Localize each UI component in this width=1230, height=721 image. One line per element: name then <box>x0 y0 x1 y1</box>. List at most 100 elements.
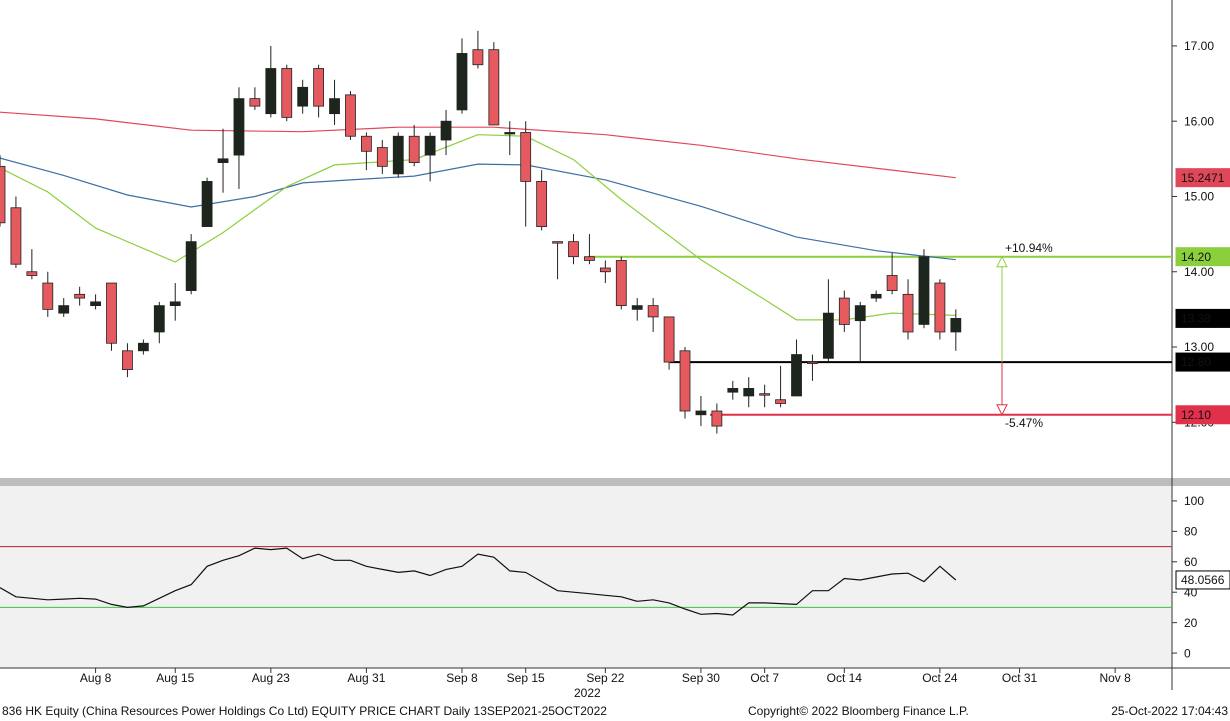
candle-body <box>153 305 165 333</box>
candle-body <box>0 165 6 224</box>
candle-body <box>854 305 866 322</box>
candle-body <box>584 256 595 261</box>
candle-body <box>711 410 723 427</box>
value-tag-box <box>1175 308 1230 328</box>
candle-body <box>376 147 388 167</box>
candle-body <box>886 275 898 291</box>
panel-separator <box>0 478 1230 486</box>
price-panel <box>0 30 1172 434</box>
x-tick-label: Aug 15 <box>156 671 194 685</box>
x-tick-label: Sep 8 <box>446 671 478 685</box>
y-tick-label: 16.00 <box>1184 114 1214 128</box>
value-tag-box <box>1175 405 1230 425</box>
series-line <box>0 157 956 261</box>
x-tick-label: Oct 31 <box>1002 671 1038 685</box>
candle-body <box>392 135 404 175</box>
series-line <box>0 547 957 616</box>
candle-body <box>599 267 611 273</box>
y-tick-label: 17.00 <box>1184 39 1214 53</box>
candle-body <box>472 49 484 66</box>
candle-body <box>345 94 356 137</box>
value-tag-box <box>1175 168 1230 188</box>
x-tick-label: Oct 14 <box>827 671 863 685</box>
candle-body <box>791 354 802 397</box>
candle-body <box>185 241 197 291</box>
candle-body <box>504 132 516 135</box>
candle-body <box>42 282 54 310</box>
value-tag-box <box>1175 247 1230 267</box>
value-tag: 13.38 <box>1181 312 1211 326</box>
y-tick-label: 100 <box>1184 494 1204 508</box>
value-tag-box <box>1175 352 1230 372</box>
candle-body <box>122 350 133 371</box>
y-tick-label: 20 <box>1184 616 1198 630</box>
candle-body <box>902 293 914 333</box>
candle-body <box>297 86 309 107</box>
value-tag: 12.10 <box>1181 408 1211 422</box>
candle-body <box>663 316 675 363</box>
candle-body <box>918 256 930 325</box>
candle-body <box>217 158 229 163</box>
x-tick-label: Nov 8 <box>1099 671 1131 685</box>
x-tick-label: Aug 8 <box>80 671 112 685</box>
candle-body <box>807 361 818 364</box>
candle-body <box>775 399 786 404</box>
candle-body <box>743 388 755 397</box>
candle-body <box>360 135 372 152</box>
value-tag: 14.20 <box>1181 250 1211 264</box>
candle-body <box>822 312 834 359</box>
candle-body <box>536 181 548 227</box>
candle-body <box>313 68 325 107</box>
y-tick-label: 60 <box>1184 555 1198 569</box>
candle-body <box>169 301 181 307</box>
candle-body <box>265 68 277 115</box>
x-tick-label: Sep 15 <box>507 671 545 685</box>
candle-body <box>934 282 946 333</box>
candle-body <box>424 135 436 156</box>
footer-center: Copyright© 2022 Bloomberg Finance L.P. <box>748 704 969 718</box>
candle-body <box>631 305 643 310</box>
candle-body <box>74 293 86 299</box>
value-tag: 15.2471 <box>1181 171 1225 185</box>
y-tick-label: 13.00 <box>1184 340 1214 354</box>
candle-body <box>838 297 850 325</box>
annotation-arrowhead <box>996 255 1008 268</box>
candle-body <box>615 260 627 307</box>
rsi-panel <box>0 486 1172 668</box>
candle-body <box>456 53 468 111</box>
value-tag: 12.80 <box>1181 355 1211 369</box>
annotation-label: -5.47% <box>1005 416 1043 430</box>
candle-body <box>10 207 22 265</box>
axes: 12.0013.0014.0015.0016.0017.0014.2012.80… <box>80 39 1230 700</box>
footer-left: 836 HK Equity (China Resources Power Hol… <box>2 704 607 718</box>
candle-body <box>870 293 882 299</box>
candle-body <box>679 350 691 412</box>
candle-body <box>440 120 452 141</box>
candle-body <box>695 410 707 416</box>
candle-body <box>552 241 563 244</box>
candle-body <box>58 305 70 314</box>
candle-body <box>408 135 420 163</box>
candle-body <box>201 181 213 227</box>
candle-body <box>759 393 771 396</box>
candle-body <box>106 282 117 344</box>
candle-body <box>90 301 101 307</box>
x-tick-label: Sep 22 <box>586 671 624 685</box>
candle-body <box>26 271 38 276</box>
candle-body <box>568 241 579 258</box>
annotation-label: +10.94% <box>1005 241 1053 255</box>
x-tick-label: Oct 7 <box>750 671 779 685</box>
footer-right: 25-Oct-2022 17:04:43 <box>1111 704 1228 718</box>
candle-body <box>950 318 962 333</box>
rsi-panel-marks <box>0 546 1172 616</box>
candle-body <box>488 49 500 126</box>
x-tick-label: Sep 30 <box>682 671 720 685</box>
x-tick-label: Oct 24 <box>922 671 958 685</box>
series-line <box>0 134 956 321</box>
candle-body <box>647 305 659 318</box>
y-tick-label: 14.00 <box>1184 265 1214 279</box>
candle-body <box>137 342 149 352</box>
value-tag: 48.0566 <box>1181 573 1225 587</box>
x-tick-label: Aug 31 <box>347 671 385 685</box>
